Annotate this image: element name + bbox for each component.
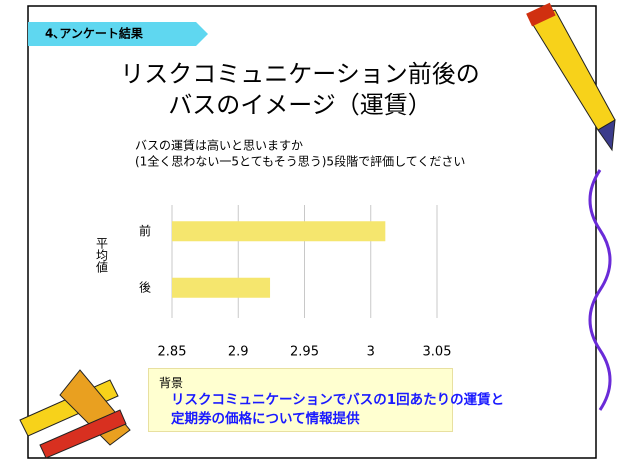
title-line: バスのイメージ（運賃）	[168, 91, 432, 119]
section-tag: 4､アンケート結果	[45, 26, 143, 41]
x-tick-label: 2.9	[228, 345, 249, 360]
x-tick-label: 2.95	[290, 345, 319, 360]
x-tick-label: 3	[367, 345, 375, 360]
note-heading: 背景	[159, 376, 184, 390]
pencil-top	[526, 2, 616, 152]
tag-bg	[28, 22, 208, 46]
x-tick-label: 2.85	[158, 345, 187, 360]
pencils-bottom	[19, 369, 131, 459]
squiggle	[588, 169, 612, 411]
note-text: リスクコミュニケーションでバスの1回あたりの運賃と定期券の価格について情報提供	[171, 392, 505, 427]
question-line: バスの運賃は高いと思いますか	[135, 138, 303, 153]
y-tick-label: 前	[139, 223, 151, 238]
note-box: 背景 リスクコミュニケーションでバスの1回あたりの運賃と定期券の価格について情報…	[148, 368, 504, 432]
title-line: リスクコミュニケーション前後の	[120, 60, 480, 88]
x-tick-label: 3.05	[423, 345, 452, 360]
slide-border	[27, 5, 597, 459]
bar	[172, 277, 271, 298]
question-line: (1全く思わない一5とてもそう思う)5段階で評価してください	[135, 154, 465, 169]
y-tick-label: 後	[139, 280, 151, 294]
bar	[172, 221, 386, 242]
y-axis-label: 平均値	[95, 237, 109, 273]
